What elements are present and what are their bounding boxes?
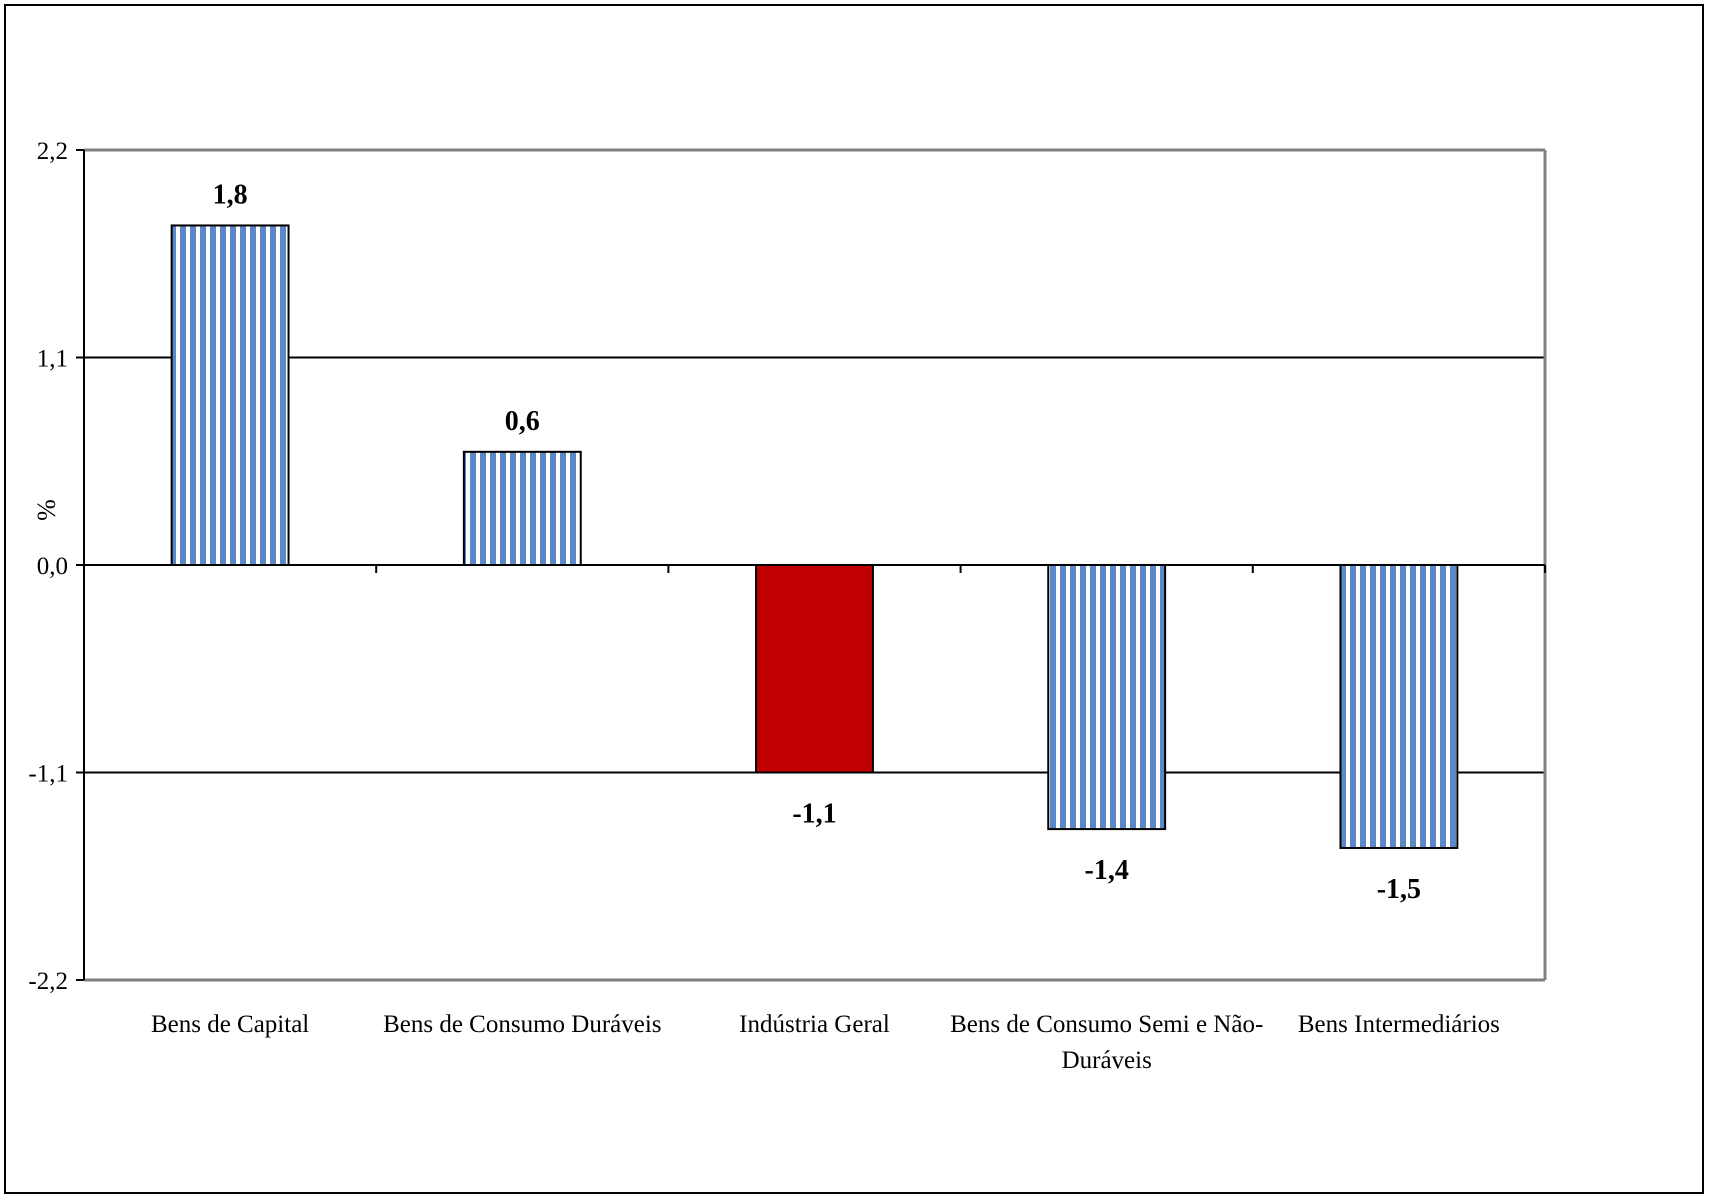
x-tick-label: Bens de Consumo Duráveis (383, 1011, 661, 1038)
x-tick-labels: Bens de Capital Bens de Consumo Duráveis I… (151, 1011, 1500, 1074)
data-labels: 1,8 0,6 -1,1 -1,4 -1,5 (213, 179, 1421, 905)
x-tick-label: Indústria Geral (739, 1011, 890, 1038)
y-tick-label: -2,2 (28, 968, 68, 995)
bar[interactable] (755, 564, 874, 774)
data-label: 0,6 (505, 406, 540, 437)
data-label: 1,8 (213, 179, 248, 210)
bar[interactable] (462, 450, 582, 566)
data-label: -1,5 (1377, 874, 1421, 905)
y-tick-labels: 2,2 1,1 0,0 -1,1 -2,2 (28, 138, 68, 995)
x-tick-label: Bens de Consumo Semi e Não- (950, 1011, 1263, 1038)
y-tick-label: 2,2 (37, 138, 68, 165)
bars (170, 224, 1459, 849)
x-tick-label: Bens Intermediários (1298, 1011, 1500, 1038)
data-label: -1,1 (792, 799, 836, 830)
bar[interactable] (170, 224, 290, 566)
x-tick-label: Bens de Capital (151, 1011, 309, 1038)
x-tick-label: Duráveis (1062, 1047, 1152, 1074)
axes (76, 149, 1546, 981)
y-tick-label: 0,0 (37, 553, 68, 580)
y-tick-label: -1,1 (28, 761, 68, 788)
bar[interactable] (1047, 564, 1167, 831)
y-tick-label: 1,1 (37, 346, 68, 373)
y-axis-title: % (32, 499, 61, 521)
bar[interactable] (1339, 564, 1459, 849)
data-label: -1,4 (1085, 855, 1129, 886)
